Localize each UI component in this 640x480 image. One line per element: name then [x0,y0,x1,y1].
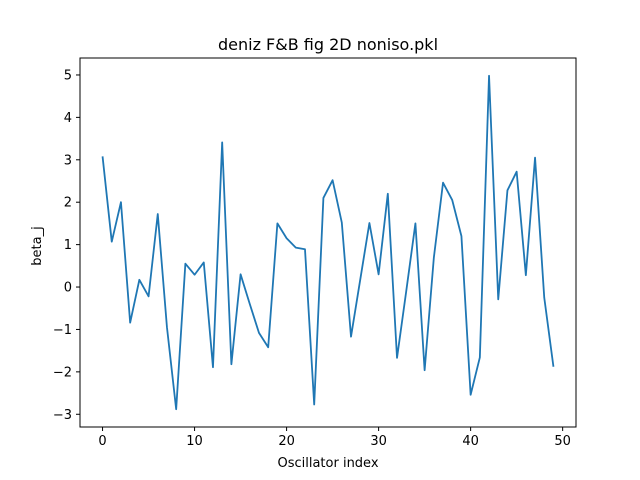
y-axis: −3 −2 −1 0 1 2 3 4 5 [53,68,80,423]
x-axis: 0 10 20 30 40 50 [98,427,571,449]
y-tick-label: 5 [64,68,72,83]
x-tick-label: 30 [370,434,387,449]
plot-area [79,57,577,428]
chart-title: deniz F&B fig 2D noniso.pkl [218,35,438,54]
x-axis-label: Oscillator index [277,456,378,471]
y-tick-label: −2 [53,365,72,380]
x-tick-label: 0 [98,434,106,449]
y-axis-label: beta_j [30,226,45,265]
x-tick-label: 50 [554,434,571,449]
x-tick-label: 40 [462,434,479,449]
y-tick-label: 4 [64,111,72,126]
y-tick-label: 2 [64,196,72,211]
x-tick-label: 20 [278,434,295,449]
y-tick-label: 3 [64,153,72,168]
y-tick-label: 1 [64,238,72,253]
x-tick-label: 10 [186,434,203,449]
y-tick-label: −3 [53,408,72,423]
plot-frame [79,57,577,428]
series-line [101,74,555,411]
y-tick-label: −1 [53,323,72,338]
y-tick-label: 0 [64,281,72,296]
